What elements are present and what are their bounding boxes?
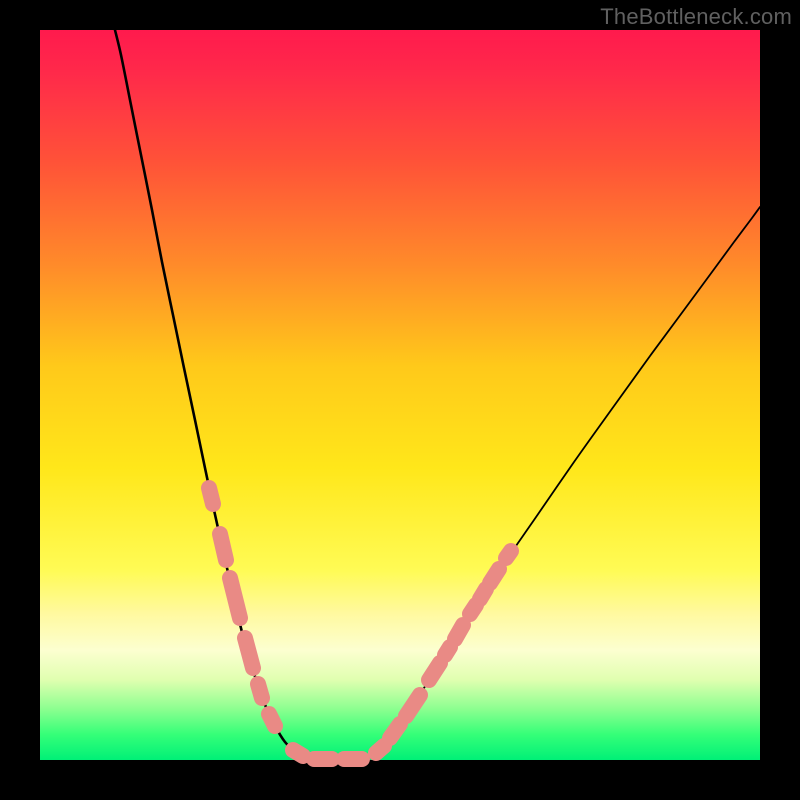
plot-area xyxy=(40,30,760,760)
bead-right-4 xyxy=(445,647,450,655)
bead-left-1 xyxy=(220,534,226,560)
bead-valley-0 xyxy=(293,750,303,756)
chart-container: TheBottleneck.com xyxy=(0,0,800,800)
bottleneck-chart xyxy=(0,0,800,800)
bead-right-7 xyxy=(480,589,486,599)
bead-right-6 xyxy=(470,605,476,614)
bead-right-1 xyxy=(390,724,400,738)
bead-right-9 xyxy=(506,551,511,558)
bead-left-4 xyxy=(258,684,262,698)
bead-left-5 xyxy=(269,714,275,726)
bead-left-0 xyxy=(209,488,213,504)
bead-right-0 xyxy=(376,746,384,753)
watermark-text: TheBottleneck.com xyxy=(600,4,792,30)
bead-right-3 xyxy=(429,663,440,680)
bead-right-8 xyxy=(490,569,499,583)
bead-right-5 xyxy=(455,625,463,639)
bead-left-2 xyxy=(230,578,240,618)
bead-left-3 xyxy=(245,638,253,668)
